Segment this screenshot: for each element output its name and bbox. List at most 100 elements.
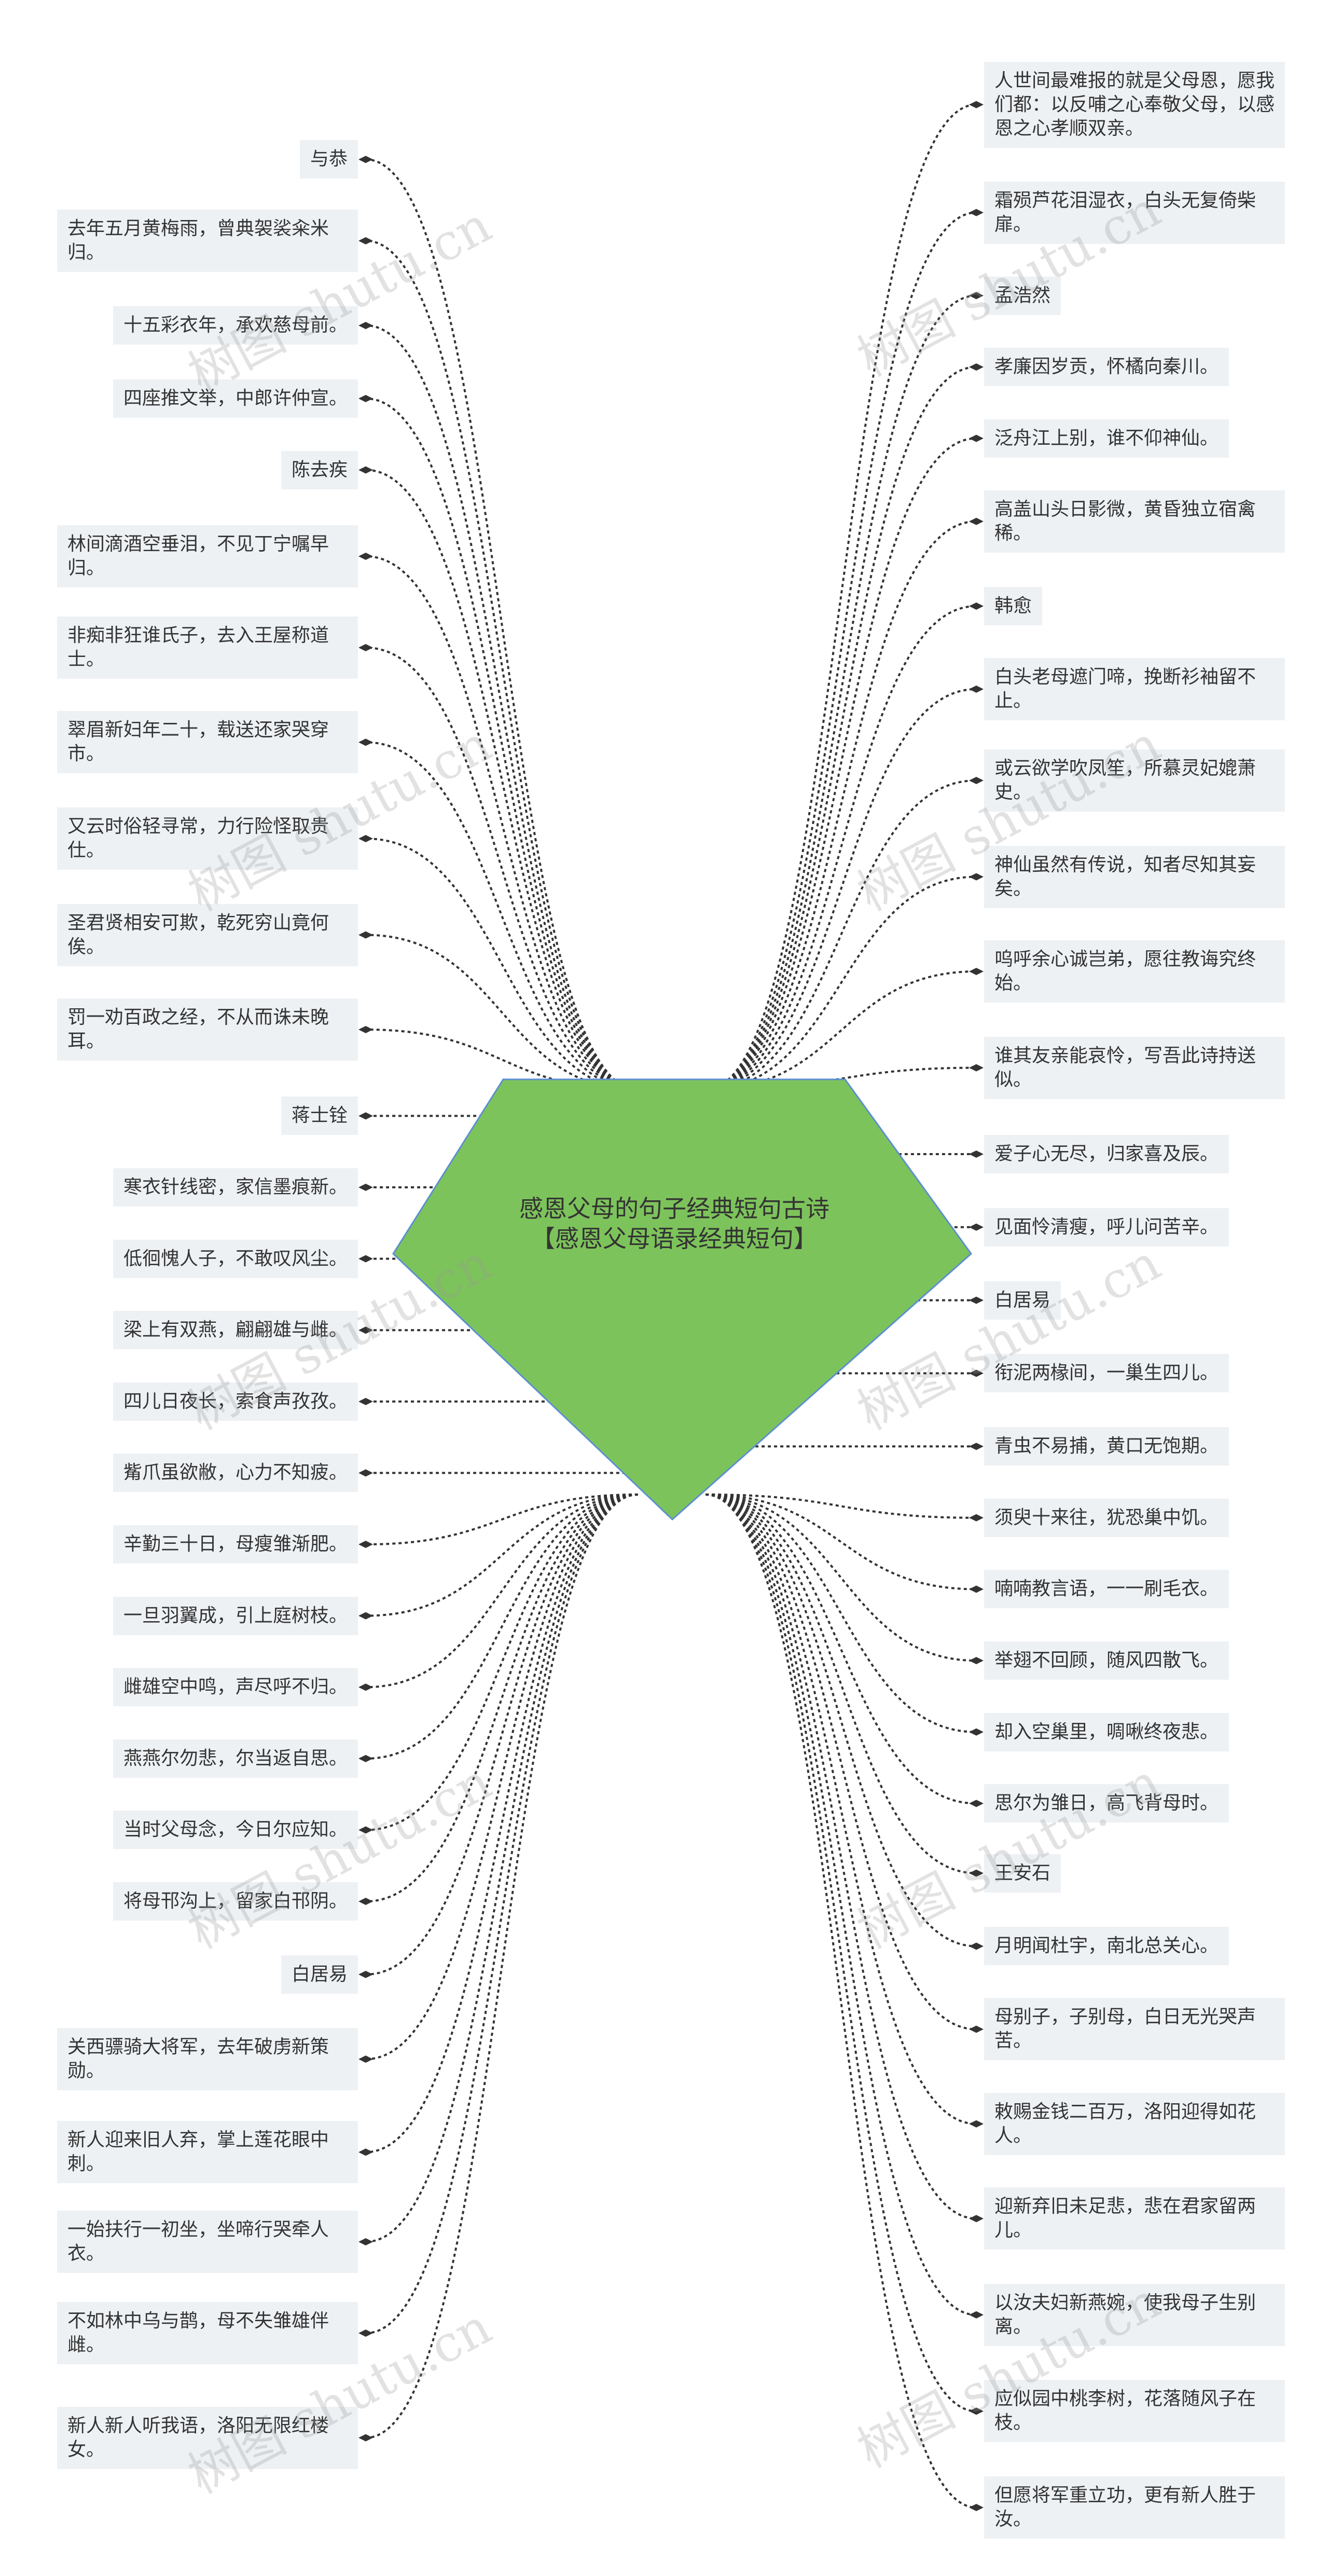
- right-node[interactable]: 王安石: [984, 1854, 1061, 1893]
- connector-line: [365, 240, 639, 1091]
- left-node[interactable]: 新人迎来旧人弃，掌上莲花眼中刺。: [57, 2121, 358, 2184]
- right-node[interactable]: 应似园中桃李树，花落随风子在枝。: [984, 2380, 1285, 2443]
- connector-diamond-icon: [358, 1826, 373, 1834]
- connector-diamond-icon: [358, 2434, 373, 2442]
- left-node[interactable]: 圣君贤相安可欺，乾死穷山竟何俟。: [57, 903, 358, 966]
- right-node[interactable]: 孝廉因岁贡，怀橘向秦川。: [984, 348, 1229, 387]
- right-node[interactable]: 泛舟江上别，谁不仰神仙。: [984, 419, 1229, 458]
- central-topic-title[interactable]: 感恩父母的句子经典短句古诗【感恩父母语录经典短句】: [519, 1195, 829, 1253]
- left-node[interactable]: 新人新人听我语，洛阳无限红楼女。: [57, 2406, 358, 2469]
- connector-line: [705, 103, 977, 1091]
- connector-line: [365, 1493, 639, 1760]
- connector-line: [705, 520, 977, 1091]
- connector-line: [705, 1493, 977, 2316]
- left-node[interactable]: 四儿日夜长，索食声孜孜。: [113, 1382, 358, 1421]
- connector-line: [365, 1493, 639, 1689]
- connector-diamond-icon: [358, 1541, 373, 1548]
- left-node[interactable]: 又云时俗轻寻常，力行险怪取贵仕。: [57, 807, 358, 870]
- connector-diamond-icon: [358, 835, 373, 842]
- right-node[interactable]: 或云欲学吹凤笙，所慕灵妃媲萧史。: [984, 749, 1285, 812]
- right-node[interactable]: 霜殒芦花泪湿衣，白头无复倚柴扉。: [984, 181, 1285, 244]
- left-node[interactable]: 白居易: [281, 1955, 358, 1994]
- connector-line: [365, 1493, 639, 1902]
- connector-diamond-icon: [969, 1296, 984, 1304]
- right-node[interactable]: 白居易: [984, 1281, 1061, 1320]
- right-node[interactable]: 谁其友亲能哀怜，写吾此诗持送似。: [984, 1036, 1285, 1099]
- left-node[interactable]: 十五彩衣年，承欢慈母前。: [113, 306, 358, 345]
- right-node[interactable]: 神仙虽然有传说，知者尽知其妄矣。: [984, 845, 1285, 908]
- connector-diamond-icon: [358, 1326, 373, 1334]
- connector-diamond-icon: [969, 1150, 984, 1158]
- connector-diamond-icon: [969, 873, 984, 881]
- connector-line: [705, 211, 977, 1091]
- connector-diamond-icon: [969, 686, 984, 693]
- left-node[interactable]: 将母邗沟上，留家白邗阴。: [113, 1882, 358, 1921]
- right-node[interactable]: 举翅不回顾，随风四散飞。: [984, 1641, 1229, 1680]
- right-node[interactable]: 衔泥两椽间，一巢生四儿。: [984, 1354, 1229, 1393]
- right-node[interactable]: 迎新弃旧未足悲，悲在君家留两儿。: [984, 2187, 1285, 2250]
- connector-diamond-icon: [358, 2238, 373, 2245]
- left-node[interactable]: 非痴非狂谁氏子，去入王屋称道士。: [57, 616, 358, 679]
- connector-line: [365, 469, 639, 1091]
- right-node[interactable]: 喃喃教言语，一一刷毛衣。: [984, 1570, 1229, 1609]
- left-node[interactable]: 四座推文举，中郎许仲宣。: [113, 379, 358, 418]
- left-node[interactable]: 雌雄空中鸣，声尽呼不归。: [113, 1668, 358, 1707]
- left-node[interactable]: 当时父母念，今日尔应知。: [113, 1811, 358, 1849]
- left-node[interactable]: 低徊愧人子，不敢叹风尘。: [113, 1239, 358, 1278]
- right-node[interactable]: 以汝夫妇新燕婉，使我母子生别离。: [984, 2283, 1285, 2346]
- connector-diamond-icon: [358, 1683, 373, 1691]
- left-node[interactable]: 林间滴酒空垂泪，不见丁宁嘱早归。: [57, 525, 358, 587]
- left-node[interactable]: 与恭: [299, 140, 358, 179]
- connector-line: [365, 1493, 639, 2060]
- right-node[interactable]: 见面怜清瘦，呼儿问苦辛。: [984, 1208, 1229, 1246]
- connector-line: [705, 1493, 977, 1733]
- connector-line: [365, 1493, 639, 1617]
- connector-line: [705, 366, 977, 1091]
- right-node[interactable]: 敕赐金钱二百万，洛阳迎得如花人。: [984, 2092, 1285, 2155]
- central-topic-shape[interactable]: [392, 1078, 973, 1521]
- connector-diamond-icon: [358, 931, 373, 939]
- right-node[interactable]: 但愿将军重立功，更有新人胜于汝。: [984, 2476, 1285, 2539]
- connector-diamond-icon: [358, 644, 373, 651]
- right-node[interactable]: 高盖山头日影微，黄昏独立宿禽稀。: [984, 490, 1285, 553]
- left-node[interactable]: 翠眉新妇年二十，载送还家哭穿市。: [57, 711, 358, 774]
- left-node[interactable]: 去年五月黄梅雨，曾典袈裟籴米归。: [57, 210, 358, 272]
- left-node[interactable]: 燕燕尔勿悲，尔当返自思。: [113, 1739, 358, 1778]
- connector-diamond-icon: [969, 2407, 984, 2415]
- right-node[interactable]: 却入空巢里，啁啾终夜悲。: [984, 1712, 1229, 1751]
- connector-diamond-icon: [358, 1112, 373, 1120]
- right-node[interactable]: 白头老母遮门啼，挽断衫袖留不止。: [984, 658, 1285, 720]
- right-node[interactable]: 青虫不易捕，黄口无饱期。: [984, 1427, 1229, 1466]
- left-node[interactable]: 一旦羽翼成，引上庭树枝。: [113, 1596, 358, 1635]
- connector-line: [705, 1493, 977, 1591]
- left-node[interactable]: 寒衣针线密，家信墨痕新。: [113, 1168, 358, 1207]
- connector-diamond-icon: [969, 517, 984, 525]
- connector-line: [365, 1493, 639, 2243]
- right-node[interactable]: 月明闻杜宇，南北总关心。: [984, 1927, 1229, 1966]
- connector-line: [705, 605, 977, 1091]
- right-node[interactable]: 韩愈: [984, 587, 1043, 625]
- right-node[interactable]: 呜呼余心诚岂弟，愿往教诲究终始。: [984, 940, 1285, 1003]
- left-node[interactable]: 蒋士铨: [281, 1097, 358, 1135]
- right-node[interactable]: 孟浩然: [984, 276, 1061, 315]
- left-node[interactable]: 陈去疾: [281, 450, 358, 489]
- left-node[interactable]: 觜爪虽欲敝，心力不知疲。: [113, 1454, 358, 1492]
- right-node[interactable]: 人世间最难报的就是父母恩，愿我们都：以反哺之心奉敬父母，以感恩之心孝顺双亲。: [984, 61, 1285, 148]
- right-node[interactable]: 爱子心无尽，归家喜及辰。: [984, 1135, 1229, 1173]
- left-node[interactable]: 不如林中乌与鹊，母不失雏雄伴雌。: [57, 2302, 358, 2364]
- connector-line: [705, 1493, 977, 2031]
- right-node[interactable]: 母别子，子别母，白日无光哭声苦。: [984, 1998, 1285, 2061]
- left-node[interactable]: 一始扶行一初坐，坐啼行哭牵人衣。: [57, 2211, 358, 2273]
- connector-line: [705, 1493, 977, 2220]
- right-node[interactable]: 思尔为雏日，高飞背母时。: [984, 1784, 1229, 1823]
- right-node[interactable]: 须臾十来往，犹恐巢中饥。: [984, 1498, 1229, 1537]
- connector-diamond-icon: [358, 1469, 373, 1477]
- left-node[interactable]: 关西骠骑大将军，去年破虏新策勋。: [57, 2028, 358, 2090]
- connector-diamond-icon: [358, 2330, 373, 2337]
- left-node[interactable]: 辛勤三十日，母瘦雏渐肥。: [113, 1525, 358, 1564]
- left-node[interactable]: 梁上有双燕，翩翩雄与雌。: [113, 1311, 358, 1350]
- connector-diamond-icon: [969, 1942, 984, 1950]
- connector-line: [705, 437, 977, 1091]
- left-node[interactable]: 罚一劝百政之经，不从而诛未晚耳。: [57, 998, 358, 1061]
- connector-line: [705, 294, 977, 1091]
